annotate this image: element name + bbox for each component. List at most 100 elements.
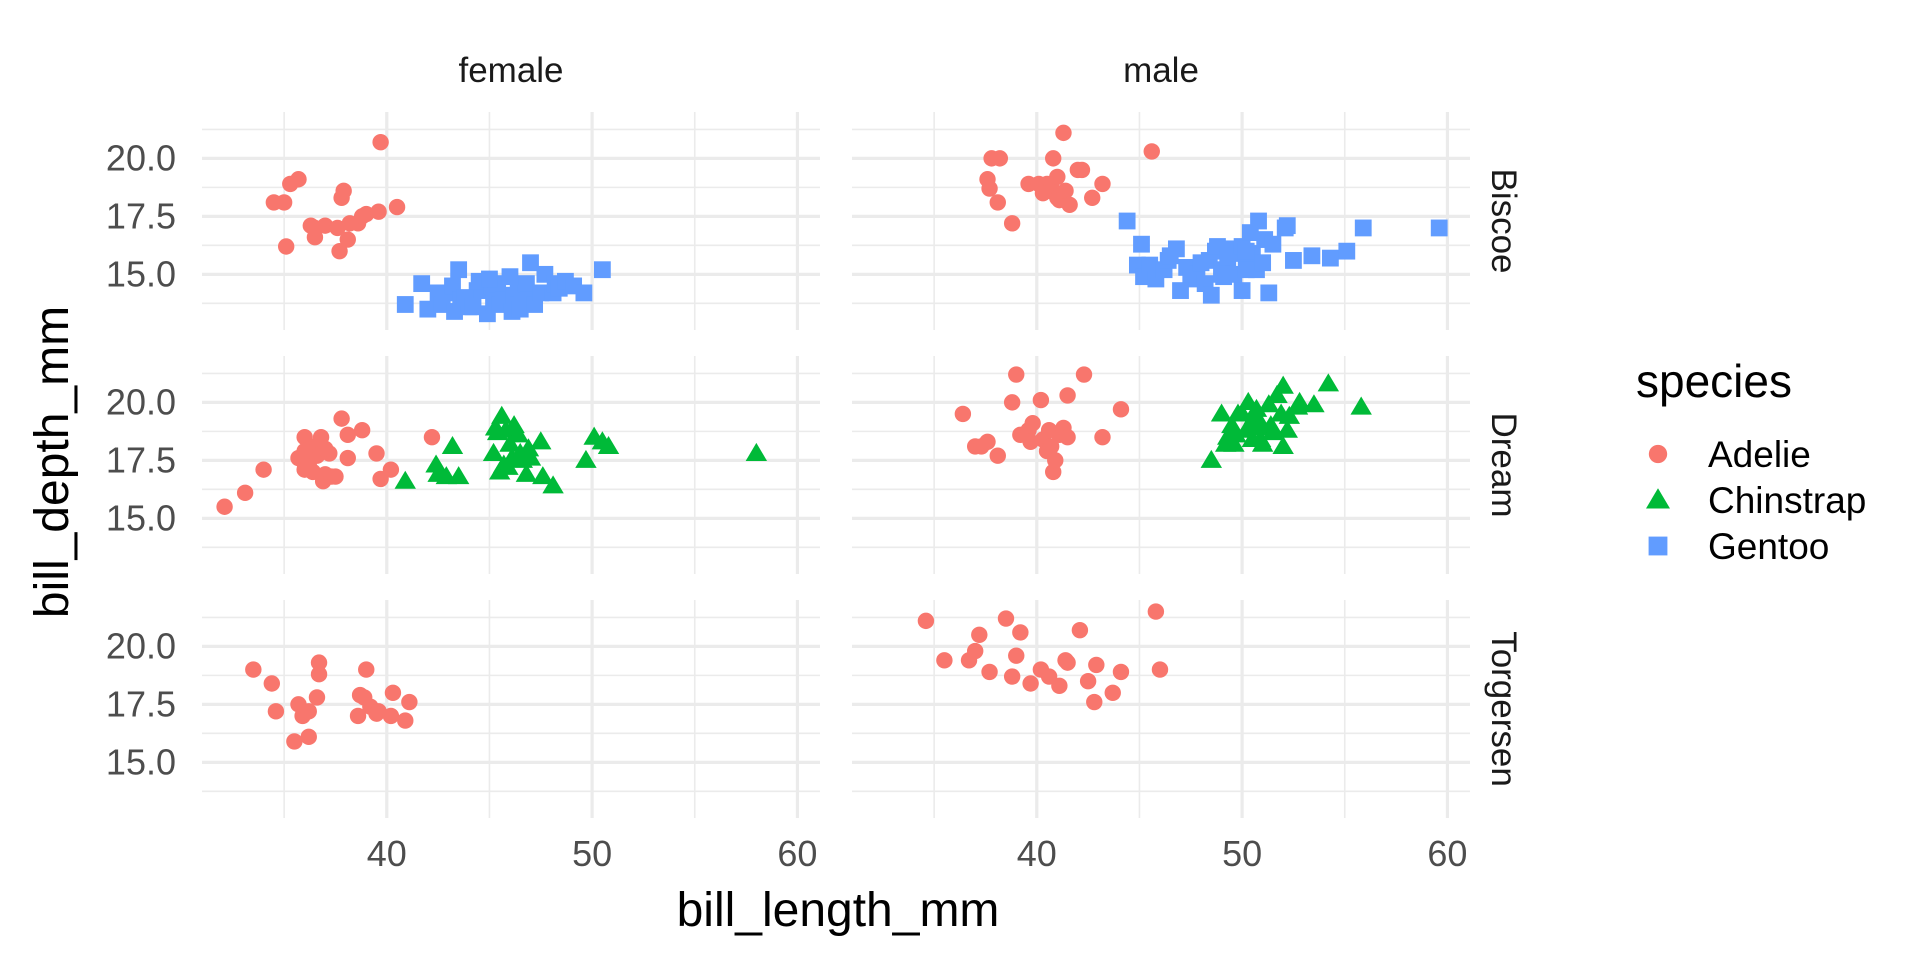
data-point-gentoo	[1233, 282, 1251, 299]
data-point-chinstrap	[1350, 396, 1372, 415]
data-point-adelie	[316, 217, 334, 234]
y-tick-label: 20.0	[106, 625, 176, 666]
facet-strips-layer: female male Biscoe Dream Torgersen	[458, 51, 1523, 787]
data-point-adelie	[286, 733, 303, 750]
data-point-adelie	[267, 703, 285, 720]
data-point-adelie	[339, 449, 356, 467]
y-tick-label: 15.0	[106, 497, 176, 538]
data-point-chinstrap	[499, 433, 521, 452]
data-point-adelie	[358, 205, 375, 223]
data-point-adelie	[1051, 677, 1068, 695]
panel-female-biscoe	[202, 112, 820, 330]
data-point-chinstrap	[1288, 391, 1311, 410]
data-point-adelie	[263, 675, 281, 692]
data-point-chinstrap	[1200, 449, 1223, 468]
x-tick-label: 50	[572, 833, 612, 874]
data-point-adelie	[1003, 668, 1021, 685]
data-point-adelie	[954, 405, 972, 423]
data-point-chinstrap	[515, 463, 538, 482]
data-point-adelie	[1047, 452, 1064, 469]
data-point-chinstrap	[441, 435, 464, 455]
data-point-gentoo	[517, 275, 535, 293]
data-point-adelie	[1061, 196, 1078, 213]
data-point-adelie	[397, 712, 414, 729]
data-point-adelie	[1022, 433, 1039, 451]
legend-label: Gentoo	[1708, 526, 1829, 567]
x-tick-label: 40	[1017, 833, 1057, 874]
data-point-adelie	[358, 661, 375, 678]
data-point-chinstrap	[484, 417, 507, 436]
data-point-chinstrap	[1272, 375, 1294, 394]
x-axis-title: bill_length_mm	[677, 884, 1000, 937]
y-tick-label: 20.0	[106, 137, 176, 178]
data-point-chinstrap	[1303, 394, 1325, 413]
legend-item-chinstrap: Chinstrap	[1646, 480, 1866, 521]
facet-label-torgersen: Torgersen	[1484, 631, 1523, 787]
data-point-gentoo	[1237, 242, 1255, 260]
data-point-chinstrap	[575, 449, 597, 468]
legend-label: Adelie	[1708, 434, 1811, 475]
data-point-adelie	[1008, 366, 1025, 383]
data-point-adelie	[329, 219, 346, 237]
y-tick-label: 17.5	[106, 439, 176, 480]
x-tick-label: 60	[777, 833, 817, 874]
facet-label-female: female	[458, 51, 563, 90]
data-point-chinstrap	[1258, 394, 1280, 413]
data-point-adelie	[1112, 401, 1130, 418]
data-point-adelie	[991, 150, 1009, 167]
data-point-adelie	[1088, 656, 1105, 674]
data-point-gentoo	[1202, 286, 1220, 304]
data-point-adelie	[277, 238, 295, 255]
data-point-chinstrap	[1231, 403, 1253, 422]
data-point-adelie	[989, 194, 1006, 211]
data-point-gentoo	[1303, 247, 1321, 265]
facet-label-biscoe: Biscoe	[1484, 168, 1523, 273]
data-point-gentoo	[1285, 252, 1302, 269]
data-point-gentoo	[1354, 219, 1372, 237]
data-point-adelie	[423, 428, 441, 446]
legend-key-gentoo	[1648, 536, 1668, 556]
facet-label-male: male	[1123, 51, 1199, 90]
legend-key-adelie	[1648, 444, 1668, 464]
data-point-chinstrap	[394, 470, 416, 489]
data-point-adelie	[339, 231, 356, 248]
x-tick-label: 60	[1427, 833, 1467, 874]
data-point-adelie	[370, 203, 387, 220]
data-point-chinstrap	[1210, 403, 1233, 422]
data-point-gentoo	[1260, 284, 1278, 302]
data-point-adelie	[353, 422, 371, 439]
data-point-adelie	[917, 612, 935, 630]
data-point-gentoo	[396, 296, 414, 313]
data-point-adelie	[255, 461, 272, 478]
data-point-adelie	[936, 652, 953, 669]
data-point-adelie	[1143, 143, 1160, 160]
data-point-adelie	[300, 728, 317, 746]
data-point-adelie	[388, 198, 406, 216]
data-point-adelie	[401, 693, 418, 711]
data-point-gentoo	[1278, 217, 1296, 235]
data-point-chinstrap	[482, 442, 505, 461]
data-point-adelie	[1086, 693, 1103, 711]
data-point-chinstrap	[1276, 419, 1298, 438]
data-point-chinstrap	[447, 466, 470, 485]
data-point-chinstrap	[517, 438, 540, 457]
data-point-gentoo	[450, 261, 468, 279]
data-point-adelie	[382, 707, 400, 725]
data-point-gentoo	[413, 275, 431, 293]
data-point-gentoo	[419, 300, 437, 318]
x-tick-label: 50	[1222, 833, 1262, 874]
data-point-gentoo	[1161, 247, 1179, 265]
data-point-gentoo	[1213, 265, 1230, 283]
data-point-adelie	[310, 666, 328, 683]
legend: species Adelie Chinstrap Gentoo	[1636, 355, 1866, 567]
data-point-adelie	[331, 242, 348, 260]
data-point-adelie	[1104, 684, 1121, 701]
data-point-adelie	[1034, 184, 1052, 202]
data-points-layer	[216, 124, 1448, 750]
data-point-gentoo	[593, 261, 611, 279]
data-point-adelie	[370, 703, 387, 720]
data-point-adelie	[1045, 150, 1062, 167]
data-point-adelie	[216, 498, 233, 515]
legend-title: species	[1636, 355, 1792, 407]
